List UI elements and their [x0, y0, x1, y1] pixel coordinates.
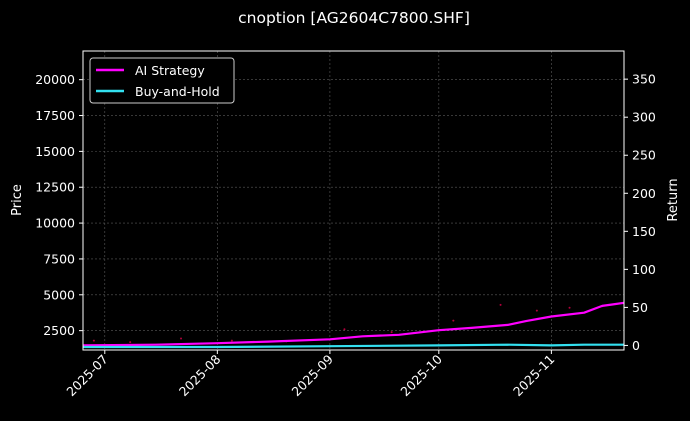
- x-tick-label: 2025-10: [397, 351, 445, 399]
- plot-frame: [82, 50, 625, 351]
- right-tick-label: 350: [632, 72, 656, 87]
- scatter-point: [180, 337, 183, 340]
- right-tick-label: 200: [632, 186, 656, 201]
- scatter-point: [535, 309, 538, 312]
- x-tick-label: 2025-11: [510, 352, 558, 400]
- x-tick-label: 2025-07: [63, 352, 111, 400]
- left-tick-label: 17500: [35, 108, 75, 123]
- left-tick-label: 10000: [35, 216, 75, 231]
- left-tick-label: 15000: [35, 144, 75, 159]
- right-axis: 0 50 100 150 200 250 300 350: [624, 72, 656, 353]
- right-tick-label: 250: [632, 148, 656, 163]
- right-tick-label: 300: [632, 110, 656, 125]
- series-line-buy-and-hold: [83, 343, 624, 349]
- legend-box: [89, 57, 235, 104]
- legend: AI Strategy Buy-and-Hold: [89, 57, 235, 104]
- left-tick-label: 5000: [43, 287, 75, 302]
- left-tick-label: 7500: [43, 251, 75, 266]
- scatter-point: [92, 339, 95, 342]
- series-lines: [82, 301, 625, 349]
- left-axis-label: Price: [10, 184, 25, 216]
- x-tick-label: 2025-09: [288, 351, 336, 399]
- x-tick-label: 2025-08: [176, 351, 224, 399]
- left-axis: 2500 5000 7500 10000 12500 15000 17500 20000: [35, 72, 83, 338]
- x-axis: 2025-07 2025-08 2025-09 2025-10 2025-11: [63, 350, 558, 400]
- right-tick-label: 150: [632, 224, 656, 239]
- right-tick-label: 50: [632, 300, 648, 315]
- scatter-point: [499, 303, 502, 306]
- right-tick-label: 0: [632, 338, 640, 353]
- legend-label-buy-and-hold: Buy-and-Hold: [135, 84, 220, 99]
- scatter-point: [568, 306, 571, 309]
- scatter-point: [343, 328, 346, 331]
- left-tick-label: 2500: [43, 323, 75, 338]
- chart-title: cnoption [AG2604C7800.SHF]: [238, 9, 470, 27]
- scatter-point: [129, 341, 132, 344]
- scatter-point: [390, 331, 393, 334]
- left-tick-label: 20000: [35, 72, 75, 87]
- right-axis-label: Return: [666, 178, 681, 221]
- left-tick-label: 12500: [35, 180, 75, 195]
- right-tick-label: 100: [632, 262, 656, 277]
- scatter-point: [230, 339, 233, 342]
- series-line-ai-strategy: [82, 301, 625, 347]
- scatter-point: [452, 319, 455, 322]
- legend-label-ai-strategy: AI Strategy: [135, 63, 205, 78]
